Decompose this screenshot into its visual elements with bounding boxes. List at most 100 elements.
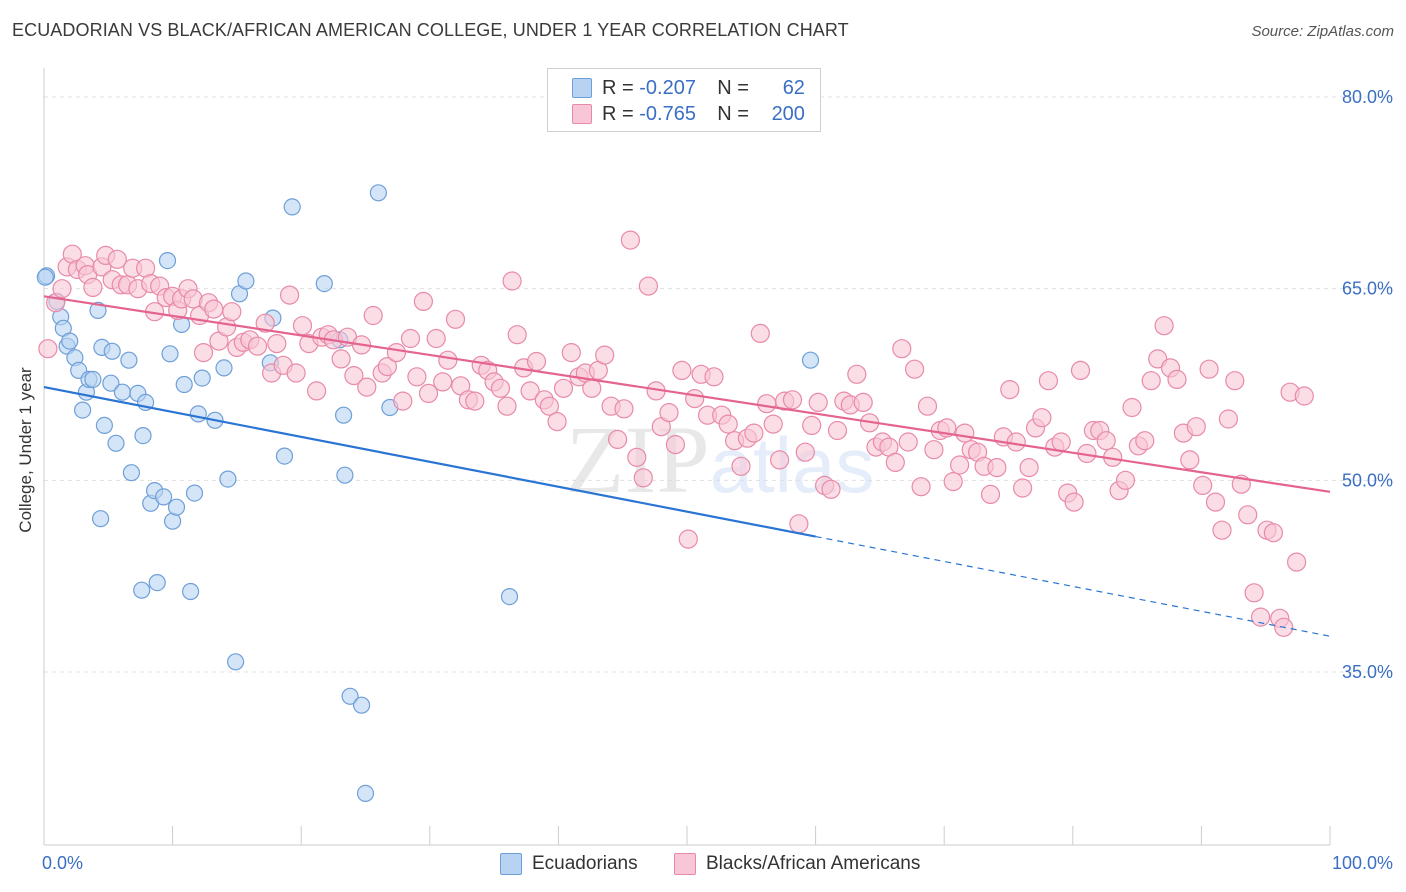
data-point [718,414,738,434]
bottom-legend-swatch-blue [500,853,522,875]
data-point [193,369,211,387]
data-point [1051,432,1071,452]
data-point [1154,316,1174,336]
data-point [222,302,242,322]
y-axis-label: College, Under 1 year [16,367,35,533]
data-point [433,372,453,392]
data-point [158,252,177,270]
data-point [237,272,255,290]
data-point [52,279,72,299]
data-point [84,370,102,388]
data-point [341,687,359,705]
data-point [1012,478,1033,498]
bottom-legend-label: Blacks/African Americans [706,853,921,874]
data-point [1263,523,1284,543]
data-point [1180,450,1200,470]
bottom-legend-blacks: Blacks/African Americans [674,850,920,878]
data-point [83,277,103,297]
data-point [283,198,301,216]
data-point [614,399,634,419]
legend-n-label: N = [717,76,749,99]
data-point [665,435,686,455]
data-point [107,249,127,269]
data-point [949,455,970,475]
data-point [353,696,371,714]
data-point [1115,470,1136,490]
data-point [490,378,511,398]
data-point [377,357,397,377]
data-point [280,285,300,305]
data-point [1244,583,1264,603]
data-point [500,587,519,606]
data-point [1218,409,1239,429]
data-point [801,351,820,369]
data-point [917,396,938,416]
tick-labels: 35.0% 50.0% 65.0% 80.0% 0.0% 100.0% [42,87,1393,873]
data-point [659,403,679,423]
data-point [757,394,777,414]
data-point [620,230,641,250]
data-point [356,784,375,803]
data-point [853,392,873,412]
data-point [1286,552,1307,572]
data-point [148,573,166,592]
data-point [185,484,204,502]
data-point [167,498,186,516]
data-point [1238,505,1258,525]
data-point [1096,431,1116,451]
data-point [704,367,724,387]
data-point [1212,520,1232,540]
data-point [182,582,200,601]
data-point [1199,359,1219,379]
data-point [520,381,540,401]
data-point [73,401,92,419]
data-point [286,363,306,383]
data-point [1250,607,1271,627]
data-point [219,470,237,488]
bottom-legend-swatch-pink [674,853,696,875]
data-point [369,184,387,202]
legend-r-label: R = [602,76,634,99]
data-point [426,328,446,349]
data-point [795,442,815,462]
data-point [102,374,120,392]
data-point [1186,417,1206,437]
data-point [107,434,125,452]
data-point [539,396,560,416]
data-point [386,343,406,363]
data-point [335,406,353,424]
source-label: Source: ZipAtlas.com [1251,23,1394,40]
legend-n-value: 200 [771,102,805,125]
data-point [113,383,132,401]
legend-r-value: -0.765 [639,102,696,125]
legend-r-value: -0.207 [639,76,696,99]
data-point [1038,371,1059,391]
data-point [1141,371,1161,391]
watermark: ZIPatlas [566,406,875,513]
data-point [582,378,602,398]
data-point [1032,408,1052,428]
legend-r-label: R = [602,102,634,125]
data-point [898,432,918,452]
data-point [315,275,333,293]
data-point [215,359,233,377]
data-point [1000,380,1020,400]
data-point [36,268,54,286]
data-point [175,375,193,394]
data-point [638,276,659,296]
data-point [744,423,764,443]
correlation-legend: R = -0.207 N = 62 R = -0.765 N = 200 [547,68,821,132]
data-point [502,271,522,291]
data-point [275,447,294,465]
y-tick-label: 80.0% [1342,87,1393,107]
data-point [38,339,58,359]
data-point [943,472,963,492]
trend-line-blacks [43,295,1331,493]
axes [43,68,1331,846]
data-point [789,514,809,534]
data-point [987,458,1007,478]
data-point [782,390,803,410]
legend-swatch-pink [572,104,592,124]
x-tick-label: 100.0% [1332,853,1393,873]
